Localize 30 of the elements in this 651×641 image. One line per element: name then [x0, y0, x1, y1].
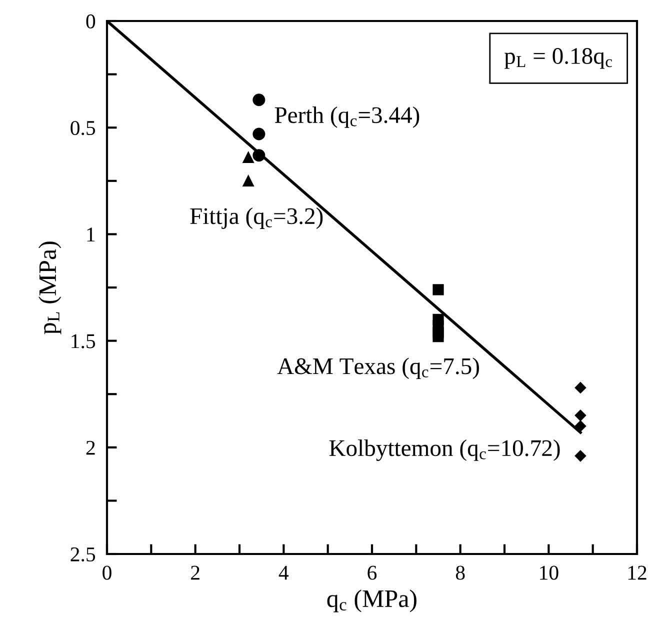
y-tick-label: 2	[86, 440, 95, 455]
point	[432, 330, 444, 342]
annotation: Fittja (q$_{c}$=3.2)	[190, 208, 323, 229]
annotation: Perth (q$_{c}$=3.44)	[274, 106, 420, 128]
point	[242, 175, 254, 186]
x-tick-label: 4	[278, 566, 289, 580]
point	[574, 450, 586, 462]
point	[252, 128, 266, 140]
x-tick-label: 10	[540, 566, 558, 580]
y-axis-title: p$_{L}$ (MPa)	[38, 242, 62, 334]
point	[252, 94, 266, 106]
x-tick-label: 8	[456, 566, 465, 580]
point	[242, 152, 254, 164]
y-tick-label: 1.5	[72, 334, 96, 348]
x-axis-title: q$_{c}$ (MPa)	[327, 590, 416, 612]
x-tick-label: 2	[191, 566, 200, 580]
y-tick-label: 1	[87, 228, 95, 242]
point	[432, 284, 444, 296]
y-tick-label: 0.5	[70, 120, 96, 136]
y-tick-label: 0	[86, 14, 96, 28]
annotation: p$_{L}$ = 0.18q$_{c}$	[504, 48, 612, 69]
point	[574, 420, 586, 432]
annotation: Kolbyttemon (q$_{c}$=10.72)	[329, 440, 560, 461]
annotation: A&M Texas (q$_{c}$=7.5)	[277, 358, 479, 380]
x-tick-label: 6	[368, 566, 377, 580]
x-tick-label: 0	[102, 566, 112, 580]
point	[574, 382, 586, 394]
x-tick-label: 12	[628, 566, 646, 580]
point	[574, 410, 586, 422]
y-tick-label: 2.5	[70, 547, 96, 562]
